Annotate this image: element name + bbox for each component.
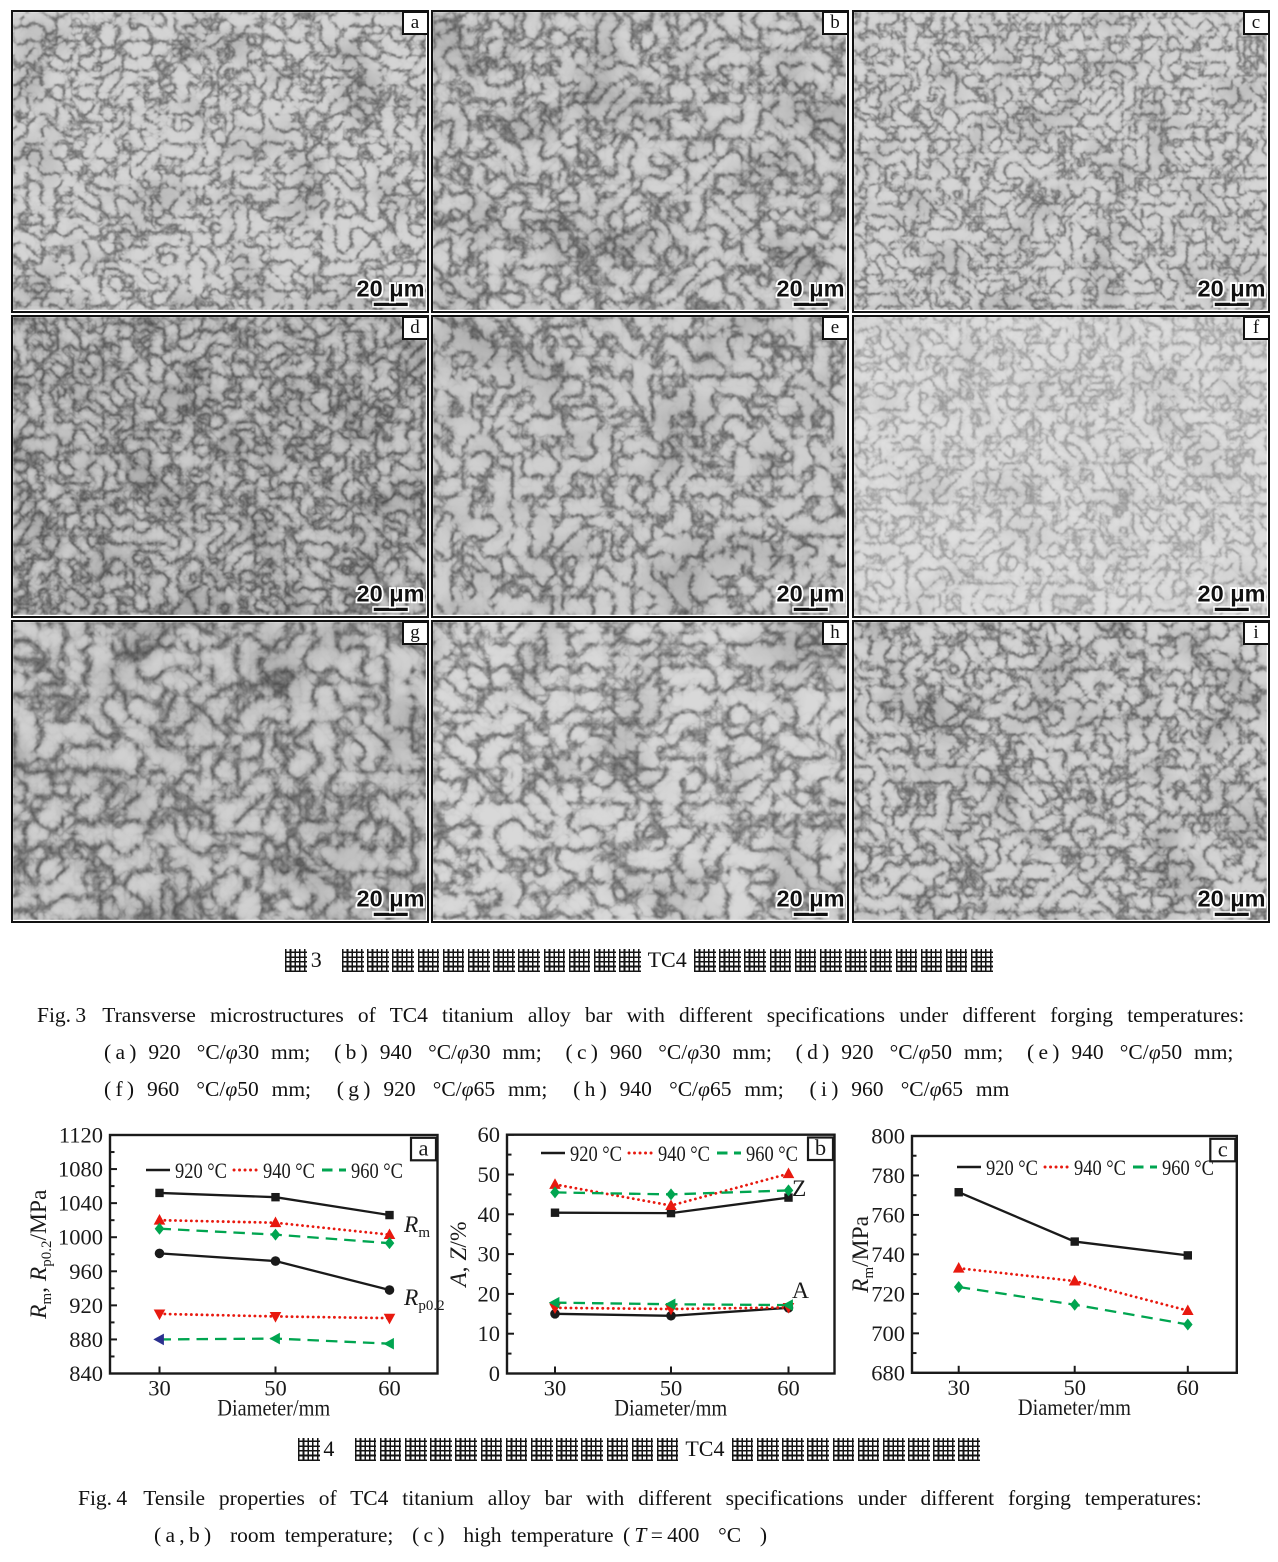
svg-text:1040: 1040 <box>58 1191 103 1216</box>
svg-text:Rm, Rp0.2/MPa: Rm, Rp0.2/MPa <box>26 1189 55 1320</box>
svg-text:740: 740 <box>871 1242 905 1267</box>
svg-text:20 μm: 20 μm <box>1198 276 1266 302</box>
svg-text:920 °C: 920 °C <box>570 1141 622 1166</box>
svg-text:20 μm: 20 μm <box>1198 581 1266 607</box>
svg-text:20 μm: 20 μm <box>777 886 845 912</box>
svg-text:20: 20 <box>478 1281 501 1306</box>
svg-text:720: 720 <box>871 1281 905 1306</box>
svg-text:b: b <box>815 1135 826 1160</box>
svg-text:60: 60 <box>378 1376 401 1401</box>
svg-text:50: 50 <box>478 1162 501 1187</box>
svg-text:960 °C: 960 °C <box>351 1158 403 1183</box>
svg-text:Z: Z <box>792 1176 806 1202</box>
svg-text:10: 10 <box>478 1321 501 1346</box>
svg-text:Diameter/mm: Diameter/mm <box>1018 1395 1131 1421</box>
svg-text:840: 840 <box>69 1361 103 1386</box>
svg-text:30: 30 <box>947 1375 970 1400</box>
svg-text:20 μm: 20 μm <box>357 886 425 912</box>
svg-text:40: 40 <box>478 1202 501 1227</box>
svg-text:Diameter/mm: Diameter/mm <box>614 1396 727 1422</box>
svg-text:Rp0.2: Rp0.2 <box>403 1285 445 1314</box>
svg-text:Diameter/mm: Diameter/mm <box>217 1396 330 1422</box>
svg-text:50: 50 <box>264 1376 287 1401</box>
svg-text:680: 680 <box>871 1360 905 1385</box>
svg-text:920: 920 <box>69 1293 103 1318</box>
svg-text:30: 30 <box>544 1376 567 1401</box>
svg-text:960: 960 <box>69 1259 103 1284</box>
svg-text:Rm: Rm <box>403 1212 430 1241</box>
svg-text:A: A <box>792 1278 809 1304</box>
svg-text:c: c <box>1218 1137 1228 1162</box>
svg-text:a: a <box>419 1136 429 1161</box>
svg-text:Rm/MPa: Rm/MPa <box>848 1215 877 1294</box>
svg-text:50: 50 <box>1063 1375 1086 1400</box>
svg-text:940 °C: 940 °C <box>658 1141 710 1166</box>
svg-text:60: 60 <box>777 1376 800 1401</box>
svg-text:880: 880 <box>69 1327 103 1352</box>
svg-text:940 °C: 940 °C <box>263 1158 315 1183</box>
svg-text:700: 700 <box>871 1321 905 1346</box>
svg-text:30: 30 <box>148 1376 171 1401</box>
svg-text:920 °C: 920 °C <box>986 1155 1038 1180</box>
svg-text:20 μm: 20 μm <box>1198 886 1266 912</box>
svg-text:50: 50 <box>660 1376 683 1401</box>
svg-text:760: 760 <box>871 1202 905 1227</box>
svg-text:940 °C: 940 °C <box>1074 1155 1126 1180</box>
svg-text:20 μm: 20 μm <box>357 581 425 607</box>
svg-text:780: 780 <box>871 1163 905 1188</box>
svg-text:1080: 1080 <box>58 1157 103 1182</box>
svg-text:30: 30 <box>478 1242 501 1267</box>
svg-text:800: 800 <box>871 1124 905 1149</box>
svg-text:1000: 1000 <box>58 1225 103 1250</box>
svg-text:1120: 1120 <box>59 1123 103 1148</box>
svg-text:20 μm: 20 μm <box>357 276 425 302</box>
svg-text:20 μm: 20 μm <box>777 276 845 302</box>
svg-text:60: 60 <box>478 1122 501 1147</box>
svg-text:20 μm: 20 μm <box>777 581 845 607</box>
svg-text:60: 60 <box>1177 1375 1200 1400</box>
svg-text:960 °C: 960 °C <box>746 1141 798 1166</box>
svg-text:920 °C: 920 °C <box>175 1158 227 1183</box>
svg-text:0: 0 <box>489 1361 500 1386</box>
svg-text:960 °C: 960 °C <box>1162 1155 1214 1180</box>
svg-text:A, Z/%: A, Z/% <box>446 1221 472 1288</box>
